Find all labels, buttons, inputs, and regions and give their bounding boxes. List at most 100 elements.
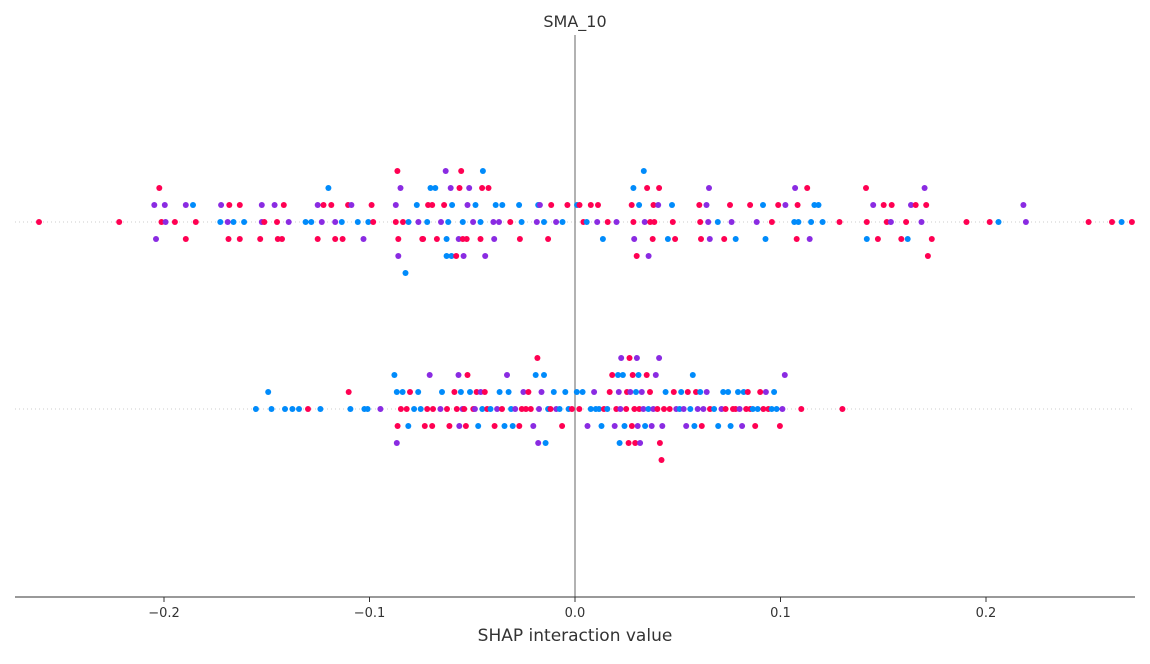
- data-point: [630, 219, 637, 225]
- data-point: [583, 219, 590, 225]
- data-point: [641, 219, 648, 225]
- data-point: [332, 236, 339, 242]
- data-point: [815, 202, 822, 208]
- data-point: [1118, 219, 1125, 225]
- data-point: [439, 389, 445, 395]
- data-point: [743, 406, 750, 412]
- data-point: [793, 236, 800, 242]
- data-point: [753, 219, 760, 225]
- data-point: [516, 236, 523, 242]
- x-tick-label: 0.2: [976, 606, 997, 621]
- data-point: [162, 219, 169, 225]
- data-point: [541, 219, 547, 225]
- data-point: [839, 406, 846, 412]
- data-point: [425, 202, 432, 208]
- data-point: [628, 423, 635, 429]
- data-point: [775, 202, 782, 208]
- data-point: [424, 406, 431, 412]
- data-point: [779, 406, 786, 412]
- data-point: [116, 219, 123, 225]
- data-point: [547, 406, 554, 412]
- data-point: [635, 372, 642, 378]
- data-point: [424, 219, 431, 225]
- data-point: [459, 219, 466, 225]
- data-point: [634, 423, 641, 429]
- data-point: [280, 202, 287, 208]
- data-point: [806, 236, 813, 242]
- data-point: [158, 219, 165, 225]
- data-point: [644, 185, 651, 191]
- data-point: [771, 389, 778, 395]
- data-point: [429, 423, 436, 429]
- data-point: [722, 406, 729, 412]
- data-point: [421, 423, 428, 429]
- data-point: [698, 236, 704, 242]
- data-point: [420, 236, 427, 242]
- data-point: [542, 440, 549, 446]
- data-point: [697, 389, 704, 395]
- data-point: [441, 202, 448, 208]
- data-point: [433, 236, 440, 242]
- data-point: [338, 219, 345, 225]
- data-point: [477, 219, 484, 225]
- data-point: [573, 389, 580, 395]
- data-point: [302, 219, 309, 225]
- data-point: [747, 202, 754, 208]
- data-point: [190, 202, 196, 208]
- data-point: [559, 423, 566, 429]
- data-point: [923, 202, 930, 208]
- data-point: [609, 372, 616, 378]
- data-point: [576, 406, 583, 412]
- data-point: [477, 236, 484, 242]
- data-point: [664, 236, 671, 242]
- data-point: [666, 406, 673, 412]
- data-point: [706, 236, 713, 242]
- data-point: [520, 389, 527, 395]
- data-point: [505, 389, 512, 395]
- data-point: [496, 219, 502, 225]
- data-point: [656, 355, 663, 361]
- data-point: [661, 406, 667, 412]
- data-point: [448, 253, 455, 259]
- data-point: [490, 219, 497, 225]
- data-point: [721, 236, 728, 242]
- data-point: [533, 219, 540, 225]
- data-point: [550, 389, 557, 395]
- data-point: [782, 202, 789, 208]
- data-point: [870, 202, 877, 208]
- data-point: [438, 219, 444, 225]
- data-point: [308, 219, 315, 225]
- data-point: [720, 389, 727, 395]
- data-point: [405, 423, 412, 429]
- data-point: [467, 389, 473, 395]
- data-point: [444, 406, 450, 412]
- data-point: [703, 202, 710, 208]
- data-point: [36, 219, 42, 225]
- data-point: [697, 219, 704, 225]
- data-point: [393, 389, 400, 395]
- data-point: [417, 406, 424, 412]
- data-point: [599, 236, 606, 242]
- data-point: [757, 389, 764, 395]
- data-point: [545, 236, 552, 242]
- data-point: [224, 219, 231, 225]
- data-point: [888, 202, 895, 208]
- data-point: [643, 372, 650, 378]
- data-point: [638, 389, 645, 395]
- data-point: [536, 202, 543, 208]
- data-point: [553, 219, 560, 225]
- data-point: [470, 219, 477, 225]
- data-point: [471, 406, 478, 412]
- data-point: [548, 202, 555, 208]
- data-point: [672, 236, 679, 242]
- data-point: [735, 389, 741, 395]
- data-point: [651, 219, 658, 225]
- data-point: [732, 236, 739, 242]
- data-point: [394, 423, 401, 429]
- data-point: [509, 423, 516, 429]
- data-point: [535, 440, 542, 446]
- data-point: [652, 372, 659, 378]
- data-point: [494, 406, 501, 412]
- data-point: [794, 202, 801, 208]
- data-point: [413, 202, 420, 208]
